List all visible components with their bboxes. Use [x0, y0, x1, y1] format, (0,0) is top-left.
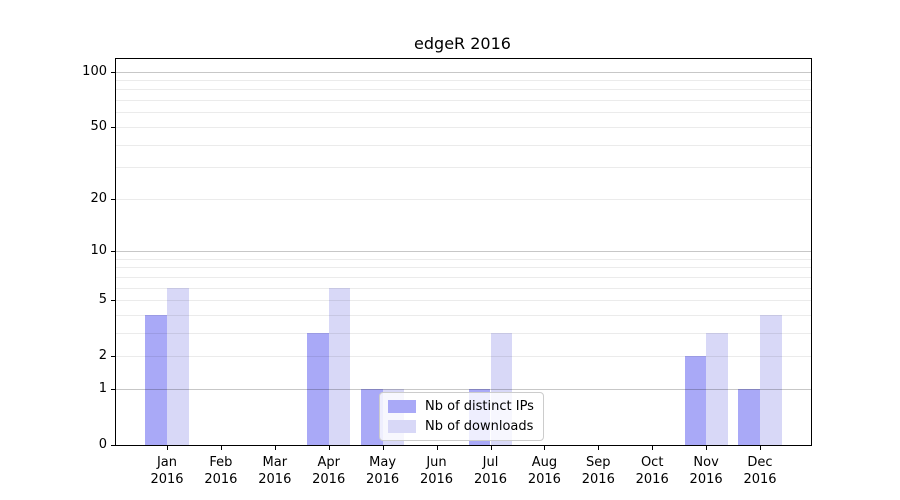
chart-title: edgeR 2016 [414, 34, 511, 53]
gridline-40 [116, 144, 811, 146]
x-tick-label-jul: Jul 2016 [473, 455, 508, 487]
y-tick-label-50: 50 [90, 118, 107, 134]
legend-entry-distinct-ips: Nb of distinct IPs [388, 399, 534, 414]
x-tick-label-sep: Sep 2016 [581, 455, 615, 487]
gridline-10 [116, 251, 811, 252]
bar-jan-downloads [167, 287, 189, 445]
x-tick-apr [328, 446, 330, 450]
bar-nov-distinct-ips [684, 356, 707, 445]
gridline-5 [116, 300, 811, 301]
y-tick-20 [111, 198, 116, 200]
gridline-80 [116, 89, 811, 91]
gridline-3 [116, 332, 811, 334]
y-tick-5 [111, 300, 116, 301]
y-tick-50 [111, 126, 116, 128]
legend-swatch-distinct-ips [388, 400, 416, 413]
y-tick-0 [111, 445, 116, 446]
x-tick-label-apr: Apr 2016 [312, 455, 346, 487]
x-tick-label-aug: Aug 2016 [527, 455, 561, 487]
x-tick-label-jan: Jan 2016 [150, 455, 184, 487]
x-tick-label-jun: Jun 2016 [419, 455, 454, 487]
x-tick-sep [598, 446, 600, 450]
bar-may-distinct-ips [361, 388, 383, 445]
x-tick-jan [167, 446, 168, 450]
legend-entry-downloads: Nb of downloads [388, 419, 534, 434]
x-tick-label-mar: Mar 2016 [258, 455, 292, 487]
y-tick-label-20: 20 [90, 190, 107, 206]
x-tick-jun [436, 446, 438, 450]
legend: Nb of distinct IPs Nb of downloads [379, 392, 544, 441]
gridline-30 [116, 167, 811, 169]
legend-label-distinct-ips: Nb of distinct IPs [425, 399, 534, 414]
gridline-1 [116, 388, 811, 390]
x-tick-label-oct: Oct 2016 [635, 455, 669, 487]
gridline-8 [116, 267, 811, 269]
gridline-4 [116, 314, 811, 316]
x-tick-may [382, 446, 384, 450]
x-tick-dec [760, 446, 761, 450]
x-tick-label-feb: Feb 2016 [204, 455, 238, 487]
x-tick-mar [274, 446, 276, 450]
x-tick-aug [544, 446, 546, 450]
y-tick-label-10: 10 [90, 243, 107, 258]
gridline-2 [116, 356, 811, 358]
y-tick-2 [111, 356, 116, 358]
y-tick-label-100: 100 [82, 63, 107, 79]
y-tick-10 [111, 251, 116, 252]
bar-jan-distinct-ips [145, 314, 167, 445]
y-tick-label-0: 0 [98, 437, 107, 452]
y-tick-label-1: 1 [98, 380, 107, 396]
gridline-60 [116, 112, 811, 114]
gridline-90 [116, 80, 811, 81]
legend-swatch-downloads [388, 420, 416, 433]
gridline-6 [116, 287, 811, 289]
bar-dec-distinct-ips [738, 388, 760, 445]
y-tick-label-2: 2 [98, 348, 107, 364]
gridline-20 [116, 198, 811, 200]
bar-apr-distinct-ips [307, 332, 329, 445]
gridline-7 [116, 276, 811, 278]
legend-label-downloads: Nb of downloads [425, 419, 534, 434]
bar-nov-downloads [706, 332, 728, 445]
bar-apr-downloads [328, 287, 351, 445]
gridline-9 [116, 258, 811, 260]
y-tick-label-5: 5 [98, 292, 107, 307]
bar-dec-downloads [760, 314, 782, 445]
gridline-100 [116, 71, 811, 73]
x-tick-label-nov: Nov 2016 [689, 455, 723, 487]
x-tick-jul [490, 446, 492, 450]
x-tick-label-may: May 2016 [366, 455, 400, 487]
gridline-50 [116, 126, 811, 128]
plot-area: 0 1 2 5 10 20 50 100 Jan 2016 Feb 2016 Mar 2016 Ap… [82, 58, 812, 487]
y-tick-100 [111, 71, 116, 73]
x-tick-oct [652, 446, 654, 450]
y-tick-1 [111, 388, 116, 390]
gridline-70 [116, 100, 811, 102]
x-tick-nov [706, 446, 708, 450]
x-tick-label-dec: Dec 2016 [743, 455, 777, 487]
x-tick-feb [220, 446, 222, 450]
